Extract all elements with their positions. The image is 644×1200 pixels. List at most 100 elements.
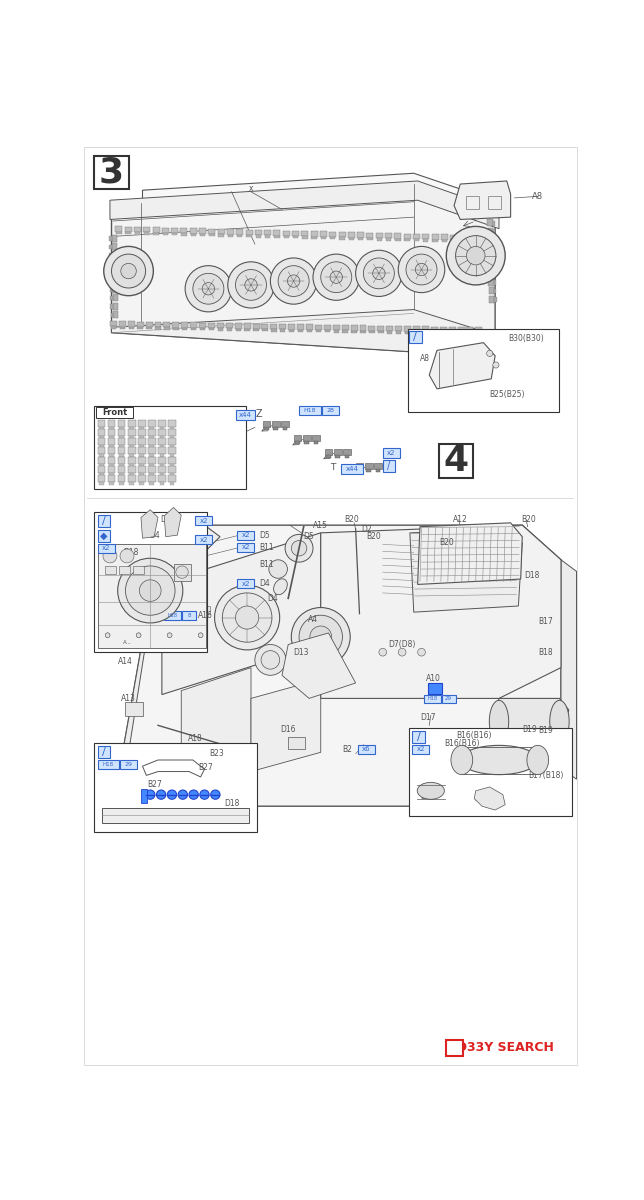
Text: B25(B25): B25(B25): [489, 390, 524, 398]
Bar: [348, 232, 355, 238]
Bar: [200, 328, 205, 330]
Bar: [109, 426, 114, 430]
Bar: [274, 230, 280, 235]
Bar: [488, 228, 493, 235]
Bar: [97, 544, 115, 553]
Bar: [274, 235, 279, 238]
Circle shape: [211, 790, 220, 799]
Bar: [109, 270, 112, 275]
Bar: [169, 445, 175, 448]
Bar: [169, 463, 175, 467]
Circle shape: [167, 632, 172, 637]
Bar: [109, 473, 114, 476]
Bar: [95, 743, 257, 832]
Text: B27: B27: [199, 763, 213, 773]
Bar: [99, 482, 104, 485]
Bar: [138, 438, 146, 445]
Bar: [139, 445, 144, 448]
Polygon shape: [141, 510, 158, 539]
Bar: [97, 760, 119, 769]
Bar: [228, 234, 233, 236]
Bar: [113, 311, 118, 318]
Bar: [160, 455, 164, 457]
Bar: [106, 566, 116, 574]
Bar: [128, 448, 135, 455]
Bar: [289, 330, 294, 332]
Bar: [138, 420, 146, 426]
Circle shape: [487, 350, 493, 356]
Ellipse shape: [417, 782, 444, 799]
Bar: [199, 228, 206, 234]
Bar: [439, 444, 473, 478]
Bar: [339, 238, 345, 240]
Bar: [164, 322, 171, 328]
Bar: [115, 227, 122, 232]
Bar: [312, 236, 317, 239]
Bar: [160, 482, 164, 485]
Bar: [138, 448, 146, 455]
Circle shape: [120, 550, 134, 563]
Bar: [245, 329, 250, 331]
Bar: [468, 332, 473, 335]
Text: 29: 29: [124, 762, 133, 767]
Polygon shape: [162, 533, 321, 695]
Text: B19: B19: [523, 725, 537, 733]
Bar: [466, 197, 479, 209]
Polygon shape: [119, 575, 154, 787]
Bar: [493, 263, 496, 268]
Bar: [109, 482, 114, 485]
Bar: [326, 455, 331, 458]
Bar: [118, 448, 126, 455]
Text: D5: D5: [304, 533, 314, 541]
Bar: [138, 475, 146, 482]
Bar: [168, 420, 176, 426]
Text: A10: A10: [426, 674, 440, 683]
Bar: [405, 331, 410, 334]
Text: D18: D18: [524, 571, 539, 580]
Circle shape: [321, 262, 352, 293]
Bar: [293, 236, 298, 239]
Text: /: /: [102, 748, 106, 757]
Bar: [173, 564, 191, 581]
Bar: [227, 229, 234, 234]
Bar: [209, 328, 214, 330]
Bar: [488, 236, 493, 244]
Bar: [199, 323, 206, 328]
Bar: [119, 455, 124, 457]
Bar: [158, 448, 166, 455]
Text: A13: A13: [121, 694, 136, 703]
Bar: [128, 428, 135, 436]
Circle shape: [269, 559, 287, 578]
Bar: [386, 326, 393, 331]
Bar: [119, 445, 124, 448]
Bar: [190, 323, 197, 328]
Bar: [294, 436, 301, 442]
Bar: [108, 420, 115, 426]
Polygon shape: [111, 182, 495, 352]
Circle shape: [245, 278, 257, 292]
Bar: [113, 294, 118, 301]
Bar: [289, 324, 295, 330]
Ellipse shape: [489, 701, 509, 743]
Bar: [118, 438, 126, 445]
Bar: [334, 330, 339, 332]
Bar: [129, 473, 134, 476]
Polygon shape: [561, 559, 576, 779]
Bar: [320, 232, 327, 236]
Bar: [366, 233, 374, 238]
Text: x: x: [249, 184, 253, 193]
Bar: [329, 232, 336, 238]
Bar: [97, 515, 110, 528]
Text: A15: A15: [313, 521, 328, 529]
Text: HO33Y SEARCH: HO33Y SEARCH: [446, 1042, 554, 1055]
Bar: [449, 326, 455, 332]
Bar: [262, 329, 268, 331]
Bar: [218, 229, 225, 234]
Bar: [119, 482, 124, 485]
Bar: [108, 457, 115, 463]
Bar: [158, 420, 166, 426]
Circle shape: [379, 648, 386, 656]
Bar: [237, 235, 243, 238]
Bar: [108, 475, 115, 482]
Bar: [109, 455, 114, 457]
